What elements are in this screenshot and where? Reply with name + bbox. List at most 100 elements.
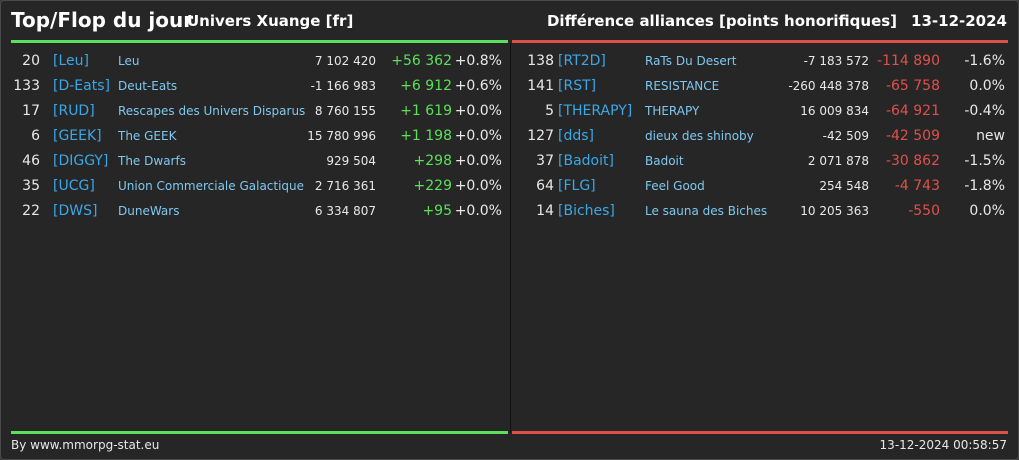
subtitle: Différence alliances [points honorifique…: [546, 12, 898, 30]
flop-row: 14 [Biches] Le sauna des Biches 10 205 363 -…: [511, 199, 1018, 224]
percent-change: +0.0%: [454, 178, 502, 194]
top-bar-bottom: [11, 431, 508, 434]
top-row: 17 [RUD] Rescapes des Univers Disparus 8 76…: [1, 99, 510, 124]
alliance-tag-link[interactable]: [RST]: [558, 78, 597, 94]
alliance-points: -1 166 983: [310, 79, 376, 93]
alliance-tag-link[interactable]: [GEEK]: [53, 128, 102, 144]
rank: 46: [22, 153, 40, 169]
alliance-name-link[interactable]: Rescapes des Univers Disparus: [118, 104, 306, 118]
alliance-name-link[interactable]: dieux des shinoby: [645, 129, 754, 143]
rank: 17: [22, 103, 40, 119]
rank: 6: [31, 128, 40, 144]
flop-row: 138 [RT2D] RaTs Du Desert -7 183 572 -114 89…: [511, 49, 1018, 74]
top-bar: [11, 40, 508, 43]
page-title: Top/Flop du jour: [11, 8, 194, 32]
alliance-points: 8 760 155: [314, 104, 376, 118]
percent-change: -1.5%: [964, 153, 1005, 169]
percent-change: -0.4%: [964, 103, 1005, 119]
alliance-points: 929 504: [326, 154, 376, 168]
points-difference: +229: [413, 178, 452, 194]
percent-change: +0.0%: [454, 128, 502, 144]
alliance-points: 10 205 363: [800, 204, 869, 218]
rank: 138: [527, 53, 554, 69]
percent-change: 0.0%: [969, 78, 1005, 94]
flop-bar: [512, 40, 1008, 43]
alliance-name-link[interactable]: RESISTANCE: [645, 79, 720, 93]
flop-row: 64 [FLG] Feel Good 254 548 -4 743 -1.8%: [511, 174, 1018, 199]
points-difference: +1 198: [400, 128, 452, 144]
points-difference: -30 862: [885, 153, 940, 169]
alliance-name-link[interactable]: Badoit: [645, 154, 684, 168]
percent-change: new: [976, 128, 1005, 144]
alliance-tag-link[interactable]: [DIGGY]: [53, 153, 109, 169]
points-difference: +298: [413, 153, 452, 169]
percent-change: -1.6%: [964, 53, 1005, 69]
points-difference: +1 619: [400, 103, 452, 119]
flop-bar-bottom: [512, 431, 1008, 434]
alliance-name-link[interactable]: Feel Good: [645, 179, 705, 193]
flop-list: 138 [RT2D] RaTs Du Desert -7 183 572 -114 89…: [511, 49, 1018, 224]
rank: 127: [527, 128, 554, 144]
points-difference: +56 362: [391, 53, 452, 69]
alliance-tag-link[interactable]: [D-Eats]: [53, 78, 110, 94]
alliance-tag-link[interactable]: [RUD]: [53, 103, 95, 119]
alliance-points: -7 183 572: [803, 54, 869, 68]
flop-row: 127 [dds] dieux des shinoby -42 509 -42 509 n…: [511, 124, 1018, 149]
alliance-name-link[interactable]: DuneWars: [118, 204, 180, 218]
footer-timestamp: 13-12-2024 00:58:57: [879, 438, 1007, 452]
rank: 37: [536, 153, 554, 169]
percent-change: +0.8%: [454, 53, 502, 69]
alliance-tag-link[interactable]: [dds]: [558, 128, 594, 144]
rank: 133: [13, 78, 40, 94]
universe-label: Univers Xuange [fr]: [187, 12, 354, 30]
flop-row: 141 [RST] RESISTANCE -260 448 378 -65 758 0.0…: [511, 74, 1018, 99]
column-divider: [510, 43, 511, 433]
alliance-name-link[interactable]: Leu: [118, 54, 140, 68]
percent-change: +0.0%: [454, 153, 502, 169]
points-difference: +95: [422, 203, 452, 219]
points-difference: -64 921: [885, 103, 940, 119]
rank: 5: [545, 103, 554, 119]
source-link[interactable]: By www.mmorpg-stat.eu: [11, 438, 160, 452]
rank: 64: [536, 178, 554, 194]
top-row: 46 [DIGGY] The Dwarfs 929 504 +298 +0.0%: [1, 149, 510, 174]
alliance-tag-link[interactable]: [Leu]: [53, 53, 89, 69]
alliance-tag-link[interactable]: [Badoit]: [558, 153, 614, 169]
points-difference: +6 912: [400, 78, 452, 94]
top-row: 20 [Leu] Leu 7 102 420 +56 362 +0.8%: [1, 49, 510, 74]
alliance-points: 254 548: [819, 179, 869, 193]
rank: 20: [22, 53, 40, 69]
alliance-tag-link[interactable]: [Biches]: [558, 203, 615, 219]
alliance-name-link[interactable]: Union Commerciale Galactique: [118, 179, 305, 193]
alliance-name-link[interactable]: The GEEK: [118, 129, 177, 143]
alliance-name-link[interactable]: THERAPY: [645, 104, 700, 118]
alliance-tag-link[interactable]: [RT2D]: [558, 53, 606, 69]
percent-change: 0.0%: [969, 203, 1005, 219]
percent-change: -1.8%: [964, 178, 1005, 194]
alliance-name-link[interactable]: RaTs Du Desert: [645, 54, 737, 68]
points-difference: -42 509: [885, 128, 940, 144]
rank: 35: [22, 178, 40, 194]
header-right: Différence alliances [points honorifique…: [547, 12, 1007, 30]
top-row: 133 [D-Eats] Deut-Eats -1 166 983 +6 912 +0.6…: [1, 74, 510, 99]
points-difference: -65 758: [885, 78, 940, 94]
rank: 22: [22, 203, 40, 219]
points-difference: -4 743: [894, 178, 940, 194]
points-difference: -550: [908, 203, 940, 219]
rank: 141: [527, 78, 554, 94]
points-difference: -114 890: [877, 53, 940, 69]
alliance-tag-link[interactable]: [THERAPY]: [558, 103, 633, 119]
alliance-tag-link[interactable]: [DWS]: [53, 203, 98, 219]
alliance-points: -260 448 378: [788, 79, 869, 93]
alliance-name-link[interactable]: The Dwarfs: [118, 154, 186, 168]
alliance-name-link[interactable]: Deut-Eats: [118, 79, 178, 93]
percent-change: +0.0%: [454, 203, 502, 219]
rank: 14: [536, 203, 554, 219]
alliance-name-link[interactable]: Le sauna des Biches: [645, 204, 768, 218]
top-row: 6 [GEEK] The GEEK 15 780 996 +1 198 +0.0%: [1, 124, 510, 149]
percent-change: +0.0%: [454, 103, 502, 119]
top-list: 20 [Leu] Leu 7 102 420 +56 362 +0.8% 133 [D-Eat…: [1, 49, 510, 224]
alliance-tag-link[interactable]: [UCG]: [53, 178, 95, 194]
alliance-tag-link[interactable]: [FLG]: [558, 178, 596, 194]
